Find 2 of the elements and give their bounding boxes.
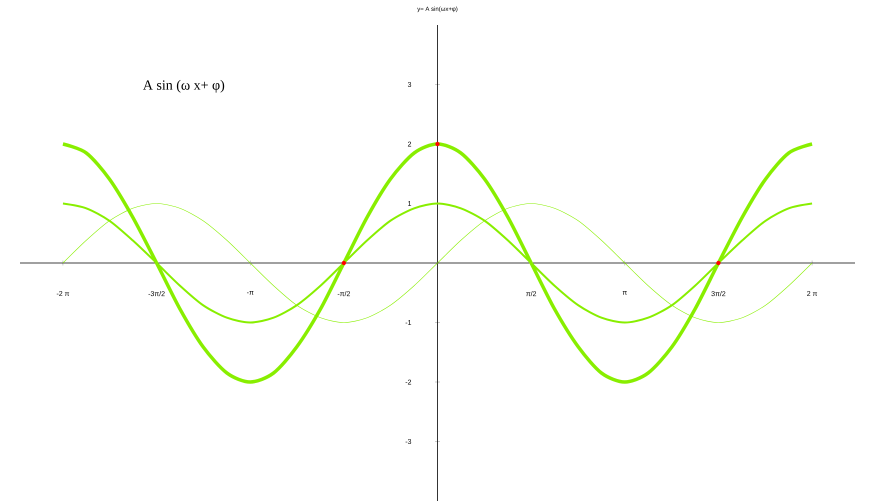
line-series — [61, 142, 814, 384]
annotation: A sin (ω x+ φ) — [142, 80, 224, 93]
